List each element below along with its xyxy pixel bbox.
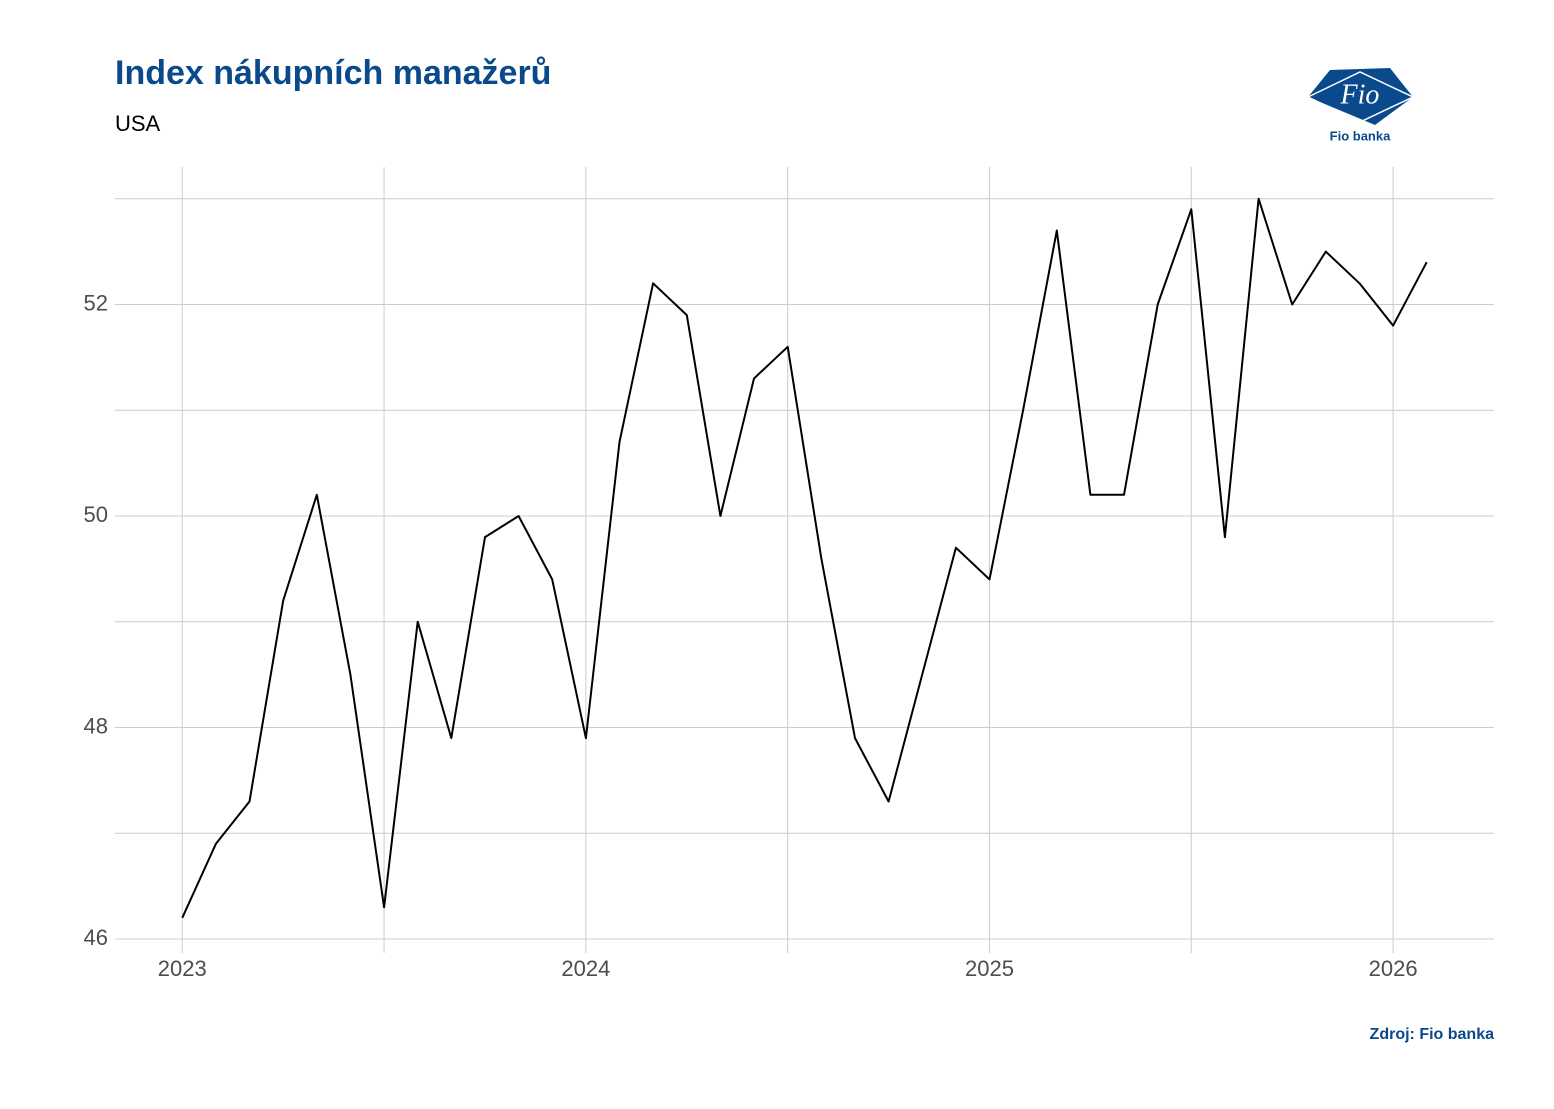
y-tick-label: 52 [84, 290, 108, 315]
logo-outline [1306, 71, 1415, 123]
source: Zdroj: Fio banka [1370, 1026, 1495, 1043]
x-tick-label: 2023 [158, 956, 207, 981]
chart-title: Index nákupních manažerů [115, 54, 551, 92]
logo-name: Fio banka [1330, 128, 1391, 143]
logo-mark: Fio [1340, 79, 1380, 110]
chart-subtitle: USA [115, 111, 161, 136]
y-tick-label: 48 [84, 713, 108, 738]
logo: Fio Fio banka [1306, 68, 1415, 143]
logo-shape [1308, 68, 1413, 125]
x-tick-label: 2025 [965, 956, 1014, 981]
x-tick-label: 2026 [1369, 956, 1418, 981]
line-series [181, 197, 1428, 919]
x-tick-label: 2024 [561, 956, 610, 981]
y-tick-label: 46 [84, 925, 108, 950]
y-tick-label: 50 [84, 502, 108, 527]
